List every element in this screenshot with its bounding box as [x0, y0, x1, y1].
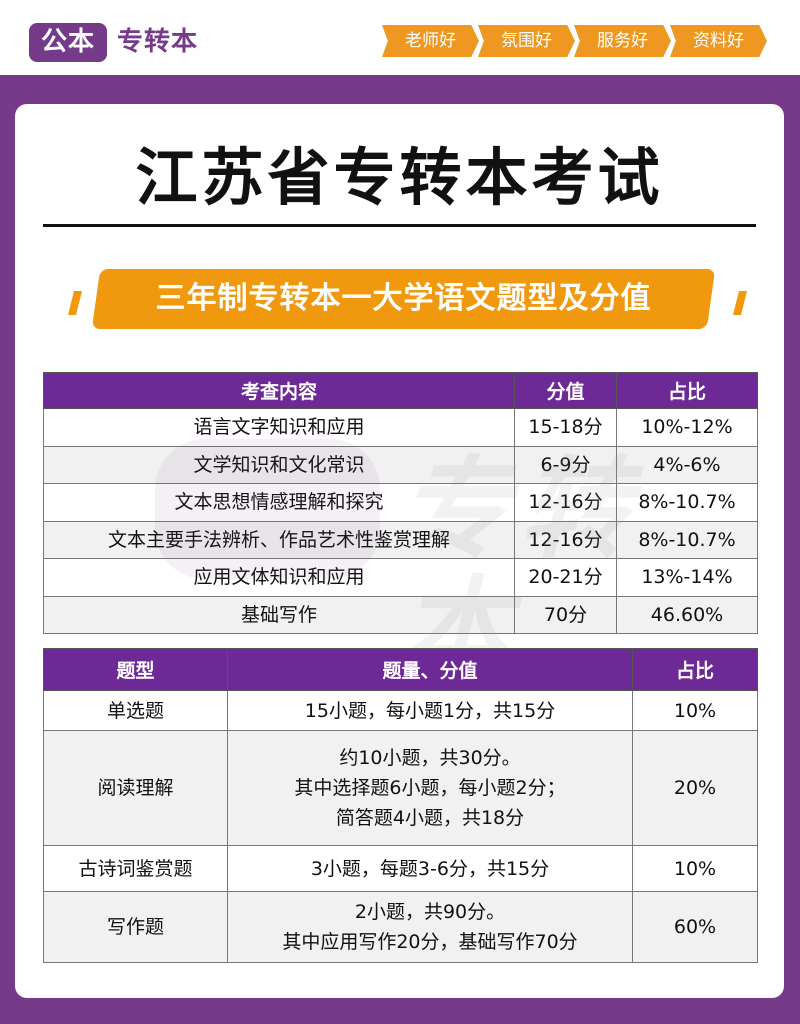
cell-content: 文学知识和文化常识 — [43, 445, 515, 484]
cell-type: 单选题 — [43, 690, 228, 731]
table-row: 单选题 15小题，每小题1分，共15分 10% — [43, 690, 758, 731]
cell-content: 文本思想情感理解和探究 — [43, 483, 515, 522]
cell-ratio: 13%-14% — [616, 558, 758, 597]
cell-ratio: 8%-10.7% — [616, 483, 758, 522]
header-ratio: 占比 — [632, 648, 758, 691]
table-row: 古诗词鉴赏题 3小题，每题3-6分，共15分 10% — [43, 845, 758, 892]
table-row: 写作题 2小题，共90分。 其中应用写作20分，基础写作70分 60% — [43, 891, 758, 963]
tag-materials: 资料好 — [670, 25, 767, 57]
cell-score: 6-9分 — [514, 445, 617, 484]
cell-ratio: 46.60% — [616, 595, 758, 634]
table-row: 文学知识和文化常识 6-9分 4%-6% — [43, 445, 758, 484]
cell-content: 应用文体知识和应用 — [43, 558, 515, 597]
header-content: 考查内容 — [43, 372, 515, 409]
detail-line: 15小题，每小题1分，共15分 — [304, 699, 556, 722]
tag-service: 服务好 — [574, 25, 671, 57]
table-header-row: 考查内容 分值 占比 — [43, 372, 758, 409]
table-row: 文本思想情感理解和探究 12-16分 8%-10.7% — [43, 483, 758, 522]
cell-ratio: 10% — [632, 845, 758, 892]
cell-detail: 约10小题，共30分。 其中选择题6小题，每小题2分； 简答题4小题，共18分 — [227, 730, 633, 846]
cell-detail: 15小题，每小题1分，共15分 — [227, 690, 633, 731]
page-title: 江苏省专转本考试 — [135, 141, 664, 214]
cell-content: 基础写作 — [43, 595, 515, 634]
tag-teacher: 老师好 — [382, 25, 479, 57]
detail-line: 简答题4小题，共18分 — [335, 807, 525, 829]
table-row: 阅读理解 约10小题，共30分。 其中选择题6小题，每小题2分； 简答题4小题，… — [43, 730, 758, 846]
detail-line: 约10小题，共30分。 — [339, 747, 521, 769]
cell-ratio: 8%-10.7% — [616, 520, 758, 559]
cell-type: 写作题 — [43, 891, 228, 963]
detail-line: 其中应用写作20分，基础写作70分 — [282, 931, 578, 953]
cell-ratio: 10%-12% — [616, 408, 758, 447]
table-row: 应用文体知识和应用 20-21分 13%-14% — [43, 558, 758, 597]
cell-score: 20-21分 — [514, 558, 617, 597]
cell-score: 70分 — [514, 595, 617, 634]
table-row: 文本主要手法辨析、作品艺术性鉴赏理解 12-16分 8%-10.7% — [43, 520, 758, 559]
slash-decoration-right — [733, 291, 747, 315]
slash-decoration-left — [68, 291, 82, 315]
content-card: 江苏省专转本考试 三年制专转本一大学语文题型及分值 考查内容 分值 占比 语言文… — [15, 104, 784, 998]
cell-type: 古诗词鉴赏题 — [43, 845, 228, 892]
detail-line: 2小题，共90分。 — [354, 901, 506, 923]
subtitle-banner: 三年制专转本一大学语文题型及分值 — [51, 269, 751, 329]
content-score-table: 考查内容 分值 占比 语言文字知识和应用 15-18分 10%-12% 文学知识… — [43, 372, 758, 634]
cell-score: 15-18分 — [514, 408, 617, 447]
cell-content: 文本主要手法辨析、作品艺术性鉴赏理解 — [43, 520, 515, 559]
detail-line: 3小题，每题3-6分，共15分 — [310, 857, 550, 880]
header-detail: 题量、分值 — [227, 648, 633, 691]
tag-atmosphere: 氛围好 — [478, 25, 575, 57]
header-ratio: 占比 — [616, 372, 758, 409]
header-score: 分值 — [514, 372, 617, 409]
slogan-tags: 老师好 氛围好 服务好 资料好 — [382, 25, 767, 57]
cell-ratio: 10% — [632, 690, 758, 731]
header-type: 题型 — [43, 648, 228, 691]
table-row: 语言文字知识和应用 15-18分 10%-12% — [43, 408, 758, 447]
table-header-row: 题型 题量、分值 占比 — [43, 648, 758, 691]
question-type-table: 题型 题量、分值 占比 单选题 15小题，每小题1分，共15分 10% 阅读理解… — [43, 648, 758, 963]
title-divider — [43, 224, 756, 227]
cell-score: 12-16分 — [514, 483, 617, 522]
cell-ratio: 20% — [632, 730, 758, 846]
cell-ratio: 4%-6% — [616, 445, 758, 484]
table-row: 基础写作 70分 46.60% — [43, 595, 758, 634]
cell-ratio: 60% — [632, 891, 758, 963]
logo-badge: 公本 — [29, 23, 107, 62]
cell-detail: 3小题，每题3-6分，共15分 — [227, 845, 633, 892]
logo-text: 专转本 — [117, 27, 199, 57]
detail-line: 其中选择题6小题，每小题2分； — [294, 777, 566, 799]
cell-type: 阅读理解 — [43, 730, 228, 846]
cell-score: 12-16分 — [514, 520, 617, 559]
cell-content: 语言文字知识和应用 — [43, 408, 515, 447]
subtitle-text: 三年制专转本一大学语文题型及分值 — [155, 281, 652, 316]
top-bar: 公本 专转本 老师好 氛围好 服务好 资料好 — [0, 0, 800, 75]
cell-detail: 2小题，共90分。 其中应用写作20分，基础写作70分 — [227, 891, 633, 963]
